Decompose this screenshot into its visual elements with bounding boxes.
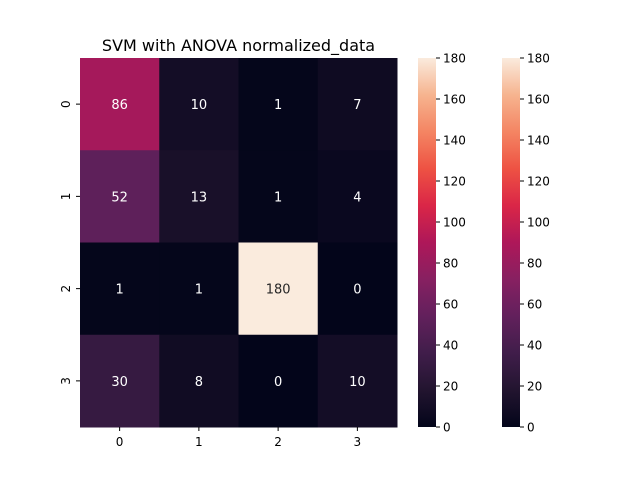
cell-value-label: 4 [353, 190, 361, 205]
y-tick-label: 3 [59, 377, 73, 385]
x-tick-label: 2 [274, 435, 282, 449]
colorbar-tick-label: 20 [443, 380, 458, 394]
cell-value-label: 13 [191, 190, 208, 205]
colorbar-tick-label: 80 [527, 257, 542, 271]
x-tick-label: 0 [116, 435, 124, 449]
x-tick-label: 3 [354, 435, 362, 449]
heatmap-cell [80, 58, 160, 151]
colorbar-tick-label: 160 [527, 93, 550, 107]
colorbar-tick-label: 40 [527, 339, 542, 353]
colorbar: 0 20 40 60 80 100 120 140 160 180 [418, 52, 466, 435]
cell-value-label: 52 [111, 190, 128, 205]
heatmap-cell [80, 334, 160, 428]
heatmap-cell [238, 334, 319, 428]
x-tick-label: 1 [195, 435, 203, 449]
heatmap-cell [159, 150, 239, 243]
y-tick-label: 2 [59, 285, 73, 293]
heatmap-cell [238, 58, 319, 151]
colorbar-tick-label: 160 [443, 93, 466, 107]
cell-value-label: 30 [111, 375, 128, 390]
heatmap-cell [159, 242, 239, 336]
colorbar-gradient [418, 58, 436, 427]
heatmap-cell [238, 242, 319, 336]
y-tick-label: 1 [59, 193, 73, 201]
colorbar-tick-label: 180 [527, 52, 550, 66]
cell-value-label: 8 [195, 375, 203, 390]
cell-value-label: 1 [195, 283, 203, 298]
colorbar: 0 20 40 60 80 100 120 140 160 180 [502, 52, 550, 435]
colorbar-tick-label: 60 [527, 298, 542, 312]
heatmap-cell [238, 150, 319, 243]
heatmap-cell [80, 150, 160, 243]
heatmap-cell [317, 334, 398, 428]
y-tick-label: 0 [59, 100, 73, 108]
heatmap-cell [317, 242, 398, 336]
colorbar-tick-label: 100 [443, 216, 466, 230]
heatmap-cell [317, 58, 398, 151]
heatmap-cell [159, 334, 239, 428]
heatmap-cell [159, 58, 239, 151]
colorbar-tick-label: 100 [527, 216, 550, 230]
cell-value-label: 1 [115, 283, 123, 298]
cell-value-label: 0 [274, 375, 282, 390]
cell-value-label: 10 [191, 98, 208, 113]
cell-value-label: 7 [353, 98, 361, 113]
cell-value-label: 10 [349, 375, 366, 390]
cell-value-label: 180 [266, 283, 291, 298]
cell-value-label: 1 [274, 98, 282, 113]
cell-value-label: 1 [274, 190, 282, 205]
colorbar-tick-label: 140 [443, 134, 466, 148]
chart-title: SVM with ANOVA normalized_data [102, 36, 375, 56]
heatmap-cell [317, 150, 398, 243]
x-axis: 0 1 2 3 [116, 427, 361, 449]
heatmap-plot-area: 86 10 1 7 52 13 1 4 1 1 180 0 30 8 0 10 [80, 58, 398, 428]
colorbar-tick-label: 20 [527, 380, 542, 394]
colorbar-tick-label: 140 [527, 134, 550, 148]
colorbar-tick-label: 180 [443, 52, 466, 66]
colorbar-tick-label: 120 [527, 175, 550, 189]
y-axis: 0 1 2 3 [59, 100, 80, 385]
cell-value-label: 86 [111, 98, 128, 113]
colorbar-tick-label: 40 [443, 339, 458, 353]
colorbar-tick-label: 0 [527, 421, 535, 435]
heatmap-cell [80, 242, 160, 336]
colorbar-tick-label: 80 [443, 257, 458, 271]
cell-value-label: 0 [353, 283, 361, 298]
colorbar-tick-label: 0 [443, 421, 451, 435]
colorbar-gradient [502, 58, 520, 427]
colorbar-tick-label: 120 [443, 175, 466, 189]
colorbar-tick-label: 60 [443, 298, 458, 312]
